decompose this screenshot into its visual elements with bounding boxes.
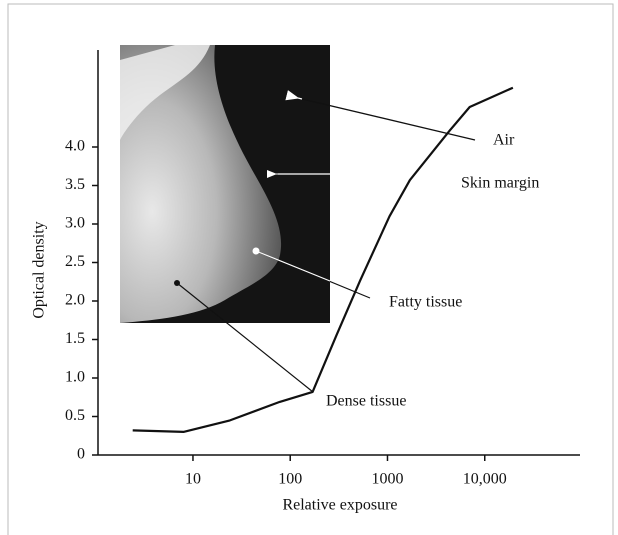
y-tick-label: 0 (77, 446, 85, 463)
y-tick-label: 1.5 (65, 330, 85, 347)
y-tick-label: 0.5 (65, 407, 85, 424)
x-tick-label: 10 (185, 471, 201, 488)
x-tick-label: 1000 (371, 471, 403, 488)
x-tick-label: 10,000 (463, 471, 507, 488)
y-tick-label: 3.0 (65, 215, 85, 232)
annotation-arrow (301, 98, 476, 141)
y-tick-label: 3.5 (65, 176, 85, 193)
x-axis-label: Relative exposure (282, 497, 397, 514)
annotation-dot (174, 280, 180, 286)
mammogram-image (120, 45, 330, 323)
annotation: Dense tissue (326, 393, 406, 410)
y-axis-label: Optical density (31, 221, 48, 318)
y-tick-label: 2.5 (65, 253, 85, 270)
annotation-line (176, 282, 314, 393)
annotation: Air (493, 132, 515, 149)
y-tick-label: 1.0 (65, 369, 85, 386)
annotation: Fatty tissue (389, 294, 462, 311)
y-tick-label: 2.0 (65, 292, 85, 309)
data-line (132, 86, 514, 433)
frame (7, 3, 614, 535)
annotation: Skin margin (461, 175, 539, 192)
x-tick-label: 100 (278, 471, 302, 488)
annotation-line (255, 250, 331, 282)
y-tick-label: 4.0 (65, 138, 85, 155)
annotation-dot (252, 247, 260, 255)
annotation-arrowhead (285, 90, 303, 101)
